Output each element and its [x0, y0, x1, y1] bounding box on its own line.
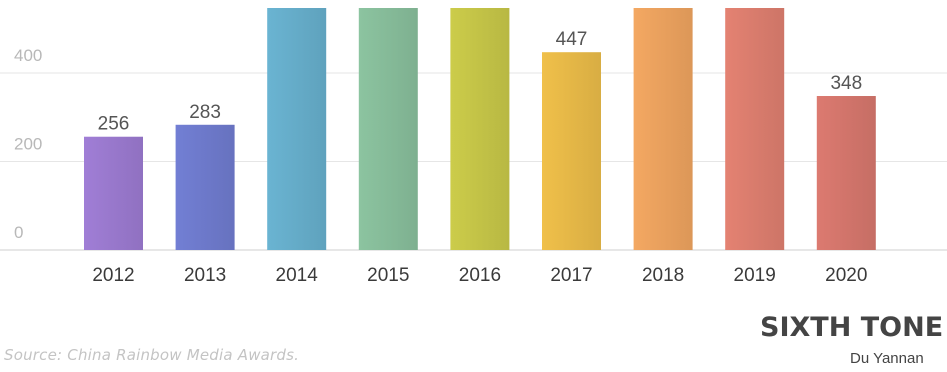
bar-2018	[633, 8, 693, 250]
bar-2015	[358, 8, 418, 250]
x-axis-labels: 2012 2013 2014 2015 2016 2017 2018 2019 2020	[92, 265, 867, 286]
x-tick-label-2018: 2018	[642, 265, 684, 286]
bar-2020	[816, 96, 876, 250]
y-tick-label: 0	[14, 223, 23, 242]
x-tick-label-2020: 2020	[825, 265, 867, 286]
value-labels: 256 283 447 348	[98, 29, 863, 135]
bar-2013	[175, 124, 235, 250]
x-tick-label-2016: 2016	[459, 265, 501, 286]
x-tick-label-2019: 2019	[734, 265, 776, 286]
source-note: Source: China Rainbow Media Awards.	[4, 346, 300, 364]
value-label-2012: 256	[98, 114, 130, 135]
author-credit: Du Yannan	[850, 350, 924, 367]
brand-logo: SIXTH TONE	[760, 312, 944, 343]
y-tick-label: 400	[14, 46, 42, 65]
x-tick-label-2012: 2012	[92, 265, 134, 286]
x-tick-label-2013: 2013	[184, 265, 226, 286]
bar-2012	[84, 136, 143, 250]
value-label-2017: 447	[556, 29, 588, 50]
bar-2017	[542, 52, 601, 250]
value-label-2013: 283	[189, 102, 221, 123]
bar-2014	[267, 8, 327, 250]
bar-2016	[450, 8, 510, 250]
y-axis-labels: 0 200 400	[14, 46, 42, 242]
x-tick-label-2015: 2015	[367, 265, 409, 286]
y-tick-label: 200	[14, 135, 42, 154]
bars	[84, 8, 876, 250]
x-tick-label-2017: 2017	[550, 265, 592, 286]
x-tick-label-2014: 2014	[276, 265, 319, 286]
value-label-2020: 348	[830, 73, 862, 94]
bar-2019	[725, 8, 785, 250]
